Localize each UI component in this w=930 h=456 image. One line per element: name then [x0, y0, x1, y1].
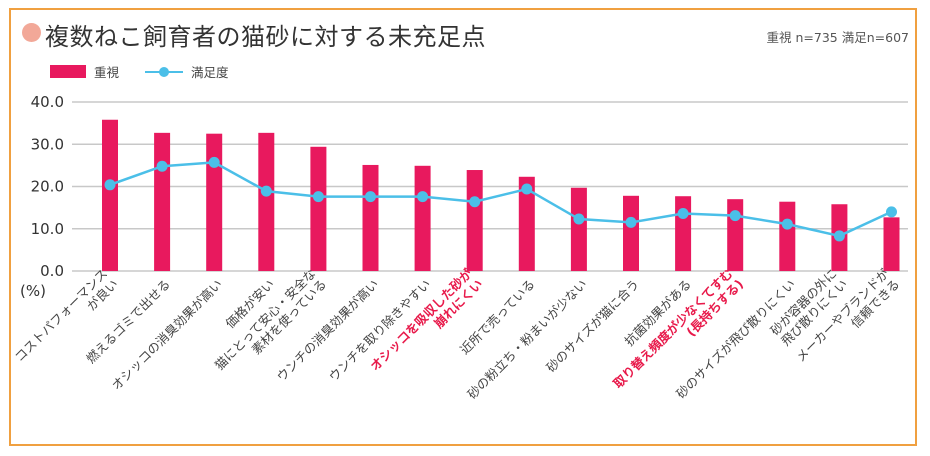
y-axis-ticks: 0.0 10.0 20.0 30.0 40.0 [31, 93, 64, 280]
y-tick-label: 30.0 [31, 135, 64, 153]
x-category-label: 砂のサイズが猫に合う [543, 276, 642, 375]
point-satisfaction [521, 183, 533, 195]
point-satisfaction [833, 230, 845, 242]
bar-importance [206, 133, 223, 271]
point-satisfaction [208, 156, 220, 168]
point-satisfaction [365, 191, 376, 203]
x-category-label-line: 砂のサイズが猫に合う [543, 276, 642, 375]
bar-importance [675, 196, 692, 271]
point-satisfaction [104, 179, 116, 191]
point-satisfaction [625, 216, 637, 228]
line-series-satisfaction [104, 156, 897, 242]
y-tick-label: 40.0 [31, 93, 64, 111]
point-satisfaction [781, 218, 793, 230]
bar-importance [362, 164, 379, 271]
legend-label-importance: 重視 [94, 65, 120, 80]
bar-importance [414, 165, 431, 271]
point-satisfaction [469, 196, 481, 208]
chart-title: 複数ねこ飼育者の猫砂に対する未充足点 [45, 23, 486, 51]
sample-size-note: 重視 n=735 満足n=607 [766, 30, 909, 45]
point-satisfaction [677, 208, 689, 220]
x-category-label: オシッコの消臭効果が高い [108, 276, 225, 393]
legend-bar-swatch-icon [50, 65, 86, 78]
x-axis-category-labels: コストパフォーマンスが良い燃えるゴミで出せるオシッコの消臭効果が高い価格が安い猫… [12, 265, 903, 401]
point-satisfaction [886, 206, 897, 218]
point-satisfaction [729, 210, 741, 222]
bar-importance [518, 176, 535, 271]
point-satisfaction [156, 160, 168, 172]
bar-importance [258, 132, 275, 271]
y-tick-label: 20.0 [31, 178, 64, 196]
point-satisfaction [260, 185, 272, 197]
point-satisfaction [417, 191, 429, 203]
bar-importance [623, 195, 639, 271]
point-satisfaction [573, 213, 585, 225]
bar-importance [727, 199, 744, 271]
bar-importance [779, 201, 796, 271]
point-satisfaction [312, 191, 324, 203]
bar-importance [466, 170, 483, 271]
x-category-label-line: オシッコの消臭効果が高い [108, 276, 225, 393]
y-tick-label: 10.0 [31, 220, 64, 238]
legend-label-satisfaction: 満足度 [191, 65, 229, 80]
bar-importance [310, 146, 327, 271]
bar-importance [883, 217, 900, 271]
bar-importance [154, 132, 171, 271]
legend: 重視 満足度 [50, 62, 229, 81]
y-tick-label: 0.0 [40, 262, 64, 280]
title-bullet-icon [22, 23, 41, 42]
bar-importance [102, 119, 118, 272]
line-satisfaction [109, 161, 893, 238]
y-axis-unit-label: (%) [20, 282, 46, 300]
bar-importance [570, 187, 587, 271]
legend-line-swatch-icon [145, 65, 184, 79]
